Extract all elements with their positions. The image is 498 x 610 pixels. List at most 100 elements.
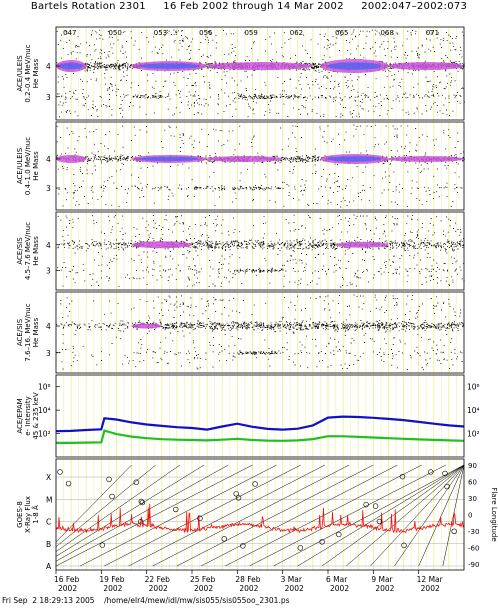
x-year-label: 2002	[194, 584, 213, 593]
goes-class-label: M	[46, 495, 52, 504]
flare-marker	[106, 476, 112, 483]
plot-title: Bartels Rotation 2301 16 Feb 2002 throug…	[30, 1, 468, 12]
flare-track	[176, 464, 374, 567]
mass-band-magenta	[56, 154, 87, 163]
panel-ylabel-line: He Mass	[32, 151, 40, 181]
flare-marker	[442, 470, 448, 477]
y-tick-label: 3	[46, 349, 51, 358]
x-year-label: 2002	[375, 584, 394, 593]
flare-track	[345, 464, 465, 567]
x-date-label: 19 Feb	[99, 575, 124, 584]
x-date-label: 9 Mar	[371, 575, 393, 584]
top-day-tick: 059	[244, 29, 257, 37]
flare-marker	[240, 543, 246, 549]
mass-band-blue	[59, 62, 84, 70]
flare-track	[297, 464, 465, 567]
x-date-label: 28 Feb	[235, 575, 260, 584]
panel-ylabel-line: He Mass	[32, 58, 40, 88]
flare-track	[418, 464, 465, 567]
x-year-label: 2002	[58, 584, 77, 593]
top-day-tick: 068	[380, 29, 393, 37]
flare-marker	[99, 542, 106, 548]
y-tick-label-right: 10⁶	[467, 383, 480, 392]
flare-marker	[138, 498, 145, 505]
flare-marker	[444, 483, 450, 490]
x-date-label: 22 Feb	[145, 575, 170, 584]
panel-ylabel-line: 0.2–0.4 MeV/nuc	[24, 44, 32, 102]
flare-marker	[336, 531, 342, 538]
flare-marker	[319, 539, 325, 545]
mass-band-magenta	[131, 323, 162, 329]
top-day-tick: 050	[108, 29, 121, 37]
flare-marker	[233, 491, 239, 497]
panel-frame	[55, 458, 465, 571]
flare-marker	[451, 528, 457, 535]
panel-ylabel: ACE/ULEIS 0.2–0.4 MeV/nuc He Mass	[16, 44, 40, 102]
x-year-label: 2002	[330, 584, 349, 593]
footer-timestamp-path: Fri Sep 2 18:29:13 2005 /home/elr4/mew/i…	[2, 596, 290, 605]
y-tick-label-right: 90	[468, 462, 477, 470]
panel-frame	[55, 26, 465, 121]
flare-track	[128, 464, 326, 567]
flare-marker	[57, 469, 63, 475]
flare-marker	[372, 503, 379, 509]
mass-band-blue	[327, 156, 382, 162]
x-year-label: 2002	[149, 584, 168, 593]
right-axis-label: Flare Longitude	[490, 487, 498, 541]
panel-p1: ACE/ULEIS 0.2–0.4 MeV/nuc He Mass	[16, 26, 465, 121]
y-tick-label-right: 10²	[467, 430, 480, 439]
y-tick-label: 10²	[38, 430, 51, 439]
flare-track	[55, 464, 253, 567]
panel-ylabel: ACE/SIS 7.6–16. MeV/nuc He Mass	[16, 303, 40, 361]
panel-p6: GOES-8 X-Ray Flux 1-8 Å Flare Longitude	[16, 458, 498, 571]
x-date-label: 6 Mar	[326, 575, 348, 584]
panel-ylabel-line: 7.6–16. MeV/nuc	[24, 303, 32, 361]
panel-ylabel: ACE/ULEIS 0.4–1.0 MeV/nuc He Mass	[16, 137, 40, 195]
y-tick-label-right: 60	[468, 479, 477, 487]
x-year-label: 2002	[103, 584, 122, 593]
goes-class-label: B	[46, 540, 51, 549]
x-date-label: 3 Mar	[281, 575, 303, 584]
panel-frame	[55, 121, 465, 211]
panel-frame	[55, 374, 465, 458]
y-tick-label-right: 0	[468, 512, 472, 520]
top-day-tick: 053	[154, 29, 167, 37]
x-date-label: 25 Feb	[190, 575, 215, 584]
top-day-tick: 065	[335, 29, 348, 37]
mass-band-magenta	[207, 155, 283, 162]
flare-track	[442, 464, 465, 567]
y-tick-label: 4	[46, 241, 51, 250]
panel-ylabel-line: ACE/ULEIS	[16, 55, 24, 92]
top-day-tick: 047	[63, 29, 76, 37]
goes-class-label: A	[46, 562, 52, 571]
panel-frame	[55, 211, 465, 291]
y-tick-label-right: 10⁴	[467, 406, 480, 415]
epam-series-0	[55, 415, 465, 433]
goes-class-label: X	[46, 473, 51, 482]
panel-ylabel-line: ACE/ULEIS	[16, 147, 24, 184]
y-tick-label-right: -60	[468, 545, 479, 553]
y-tick-label-right: -30	[468, 528, 479, 536]
flare-marker	[65, 480, 72, 487]
flare-marker	[133, 479, 139, 485]
flare-marker	[376, 518, 383, 525]
x-year-label: 2002	[285, 584, 304, 593]
flare-track	[200, 464, 398, 567]
flare-track	[55, 464, 229, 562]
panel-p5: ACE/EPAM e- Intensity 45 & 235 keV	[16, 374, 465, 458]
y-tick-label: 4	[46, 62, 51, 71]
mass-scatter	[56, 294, 465, 371]
mass-band-blue	[327, 62, 382, 70]
y-tick-label: 3	[46, 93, 51, 102]
epam-series-1	[56, 429, 465, 444]
flare-track	[55, 464, 181, 552]
flare-marker	[139, 499, 146, 506]
panel-ylabel: GOES-8 X-Ray Flux 1-8 Å	[16, 496, 40, 533]
y-tick-label: 3	[46, 184, 51, 193]
flare-marker	[363, 501, 369, 508]
panel-p3: ACE/SIS 4.5–7.6 MeV/nuc He Mass	[16, 211, 465, 291]
flare-track	[152, 464, 350, 567]
panel-ylabel-line: ACE/SIS	[16, 237, 24, 265]
flare-marker	[235, 495, 242, 501]
